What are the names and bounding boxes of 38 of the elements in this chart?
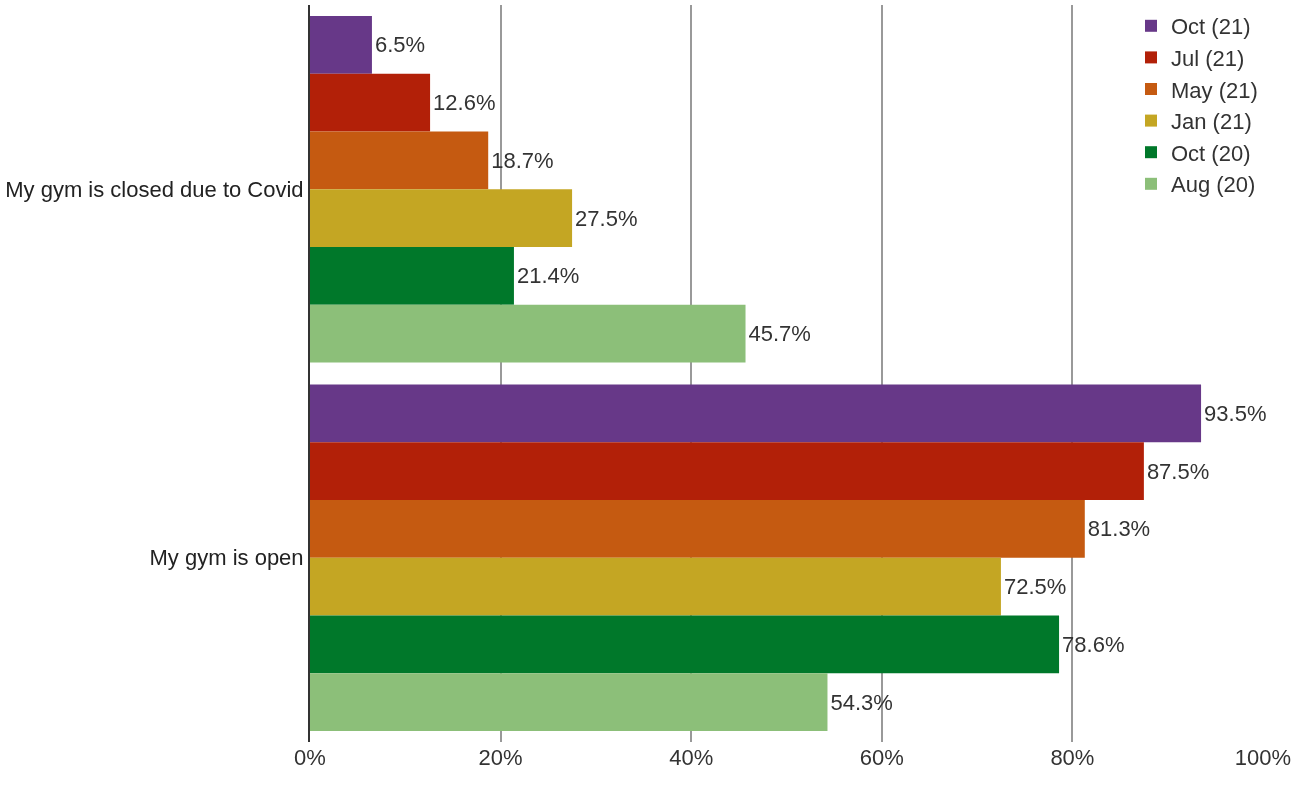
data-label: 21.4%	[516, 263, 580, 289]
data-label: 27.5%	[575, 205, 638, 231]
data-label: 18.7%	[491, 147, 554, 173]
legend-label: Jan (21)	[1171, 109, 1252, 135]
x-tick-label: 40%	[669, 745, 714, 770]
x-tick-label: 0%	[294, 745, 326, 770]
bar	[310, 673, 828, 731]
y-tick-label: My gym is open	[149, 545, 304, 571]
data-label: 81.3%	[1087, 516, 1151, 542]
bar	[310, 500, 1085, 558]
legend-label: Oct (21)	[1171, 14, 1251, 40]
x-tick-label: 100%	[1234, 745, 1292, 770]
legend-label: Oct (20)	[1171, 140, 1251, 166]
data-label: 72.5%	[1003, 574, 1067, 600]
data-label: 78.6%	[1062, 631, 1125, 657]
bar	[310, 615, 1060, 674]
bar	[310, 73, 431, 132]
bar	[310, 16, 372, 74]
x-tick-label: 60%	[859, 745, 904, 770]
bar	[310, 304, 746, 363]
bar	[310, 557, 1001, 616]
x-tick-label: 20%	[478, 745, 523, 770]
bar	[310, 246, 514, 305]
data-label: 6.5%	[374, 32, 426, 58]
bar	[310, 131, 489, 190]
y-tick-label: My gym is closed due to Covid	[5, 176, 304, 202]
data-label: 93.5%	[1204, 400, 1267, 426]
data-label: 45.7%	[748, 321, 811, 347]
legend-label: Jul (21)	[1171, 45, 1245, 71]
data-label: 54.3%	[830, 689, 893, 715]
legend-label: Aug (20)	[1171, 172, 1256, 198]
x-tick-label: 80%	[1050, 745, 1095, 770]
data-label: 12.6%	[433, 90, 496, 116]
data-label: 87.5%	[1146, 458, 1210, 484]
bar	[310, 384, 1202, 443]
legend-label: May (21)	[1171, 77, 1258, 103]
bar	[310, 442, 1144, 501]
bar	[310, 189, 573, 247]
